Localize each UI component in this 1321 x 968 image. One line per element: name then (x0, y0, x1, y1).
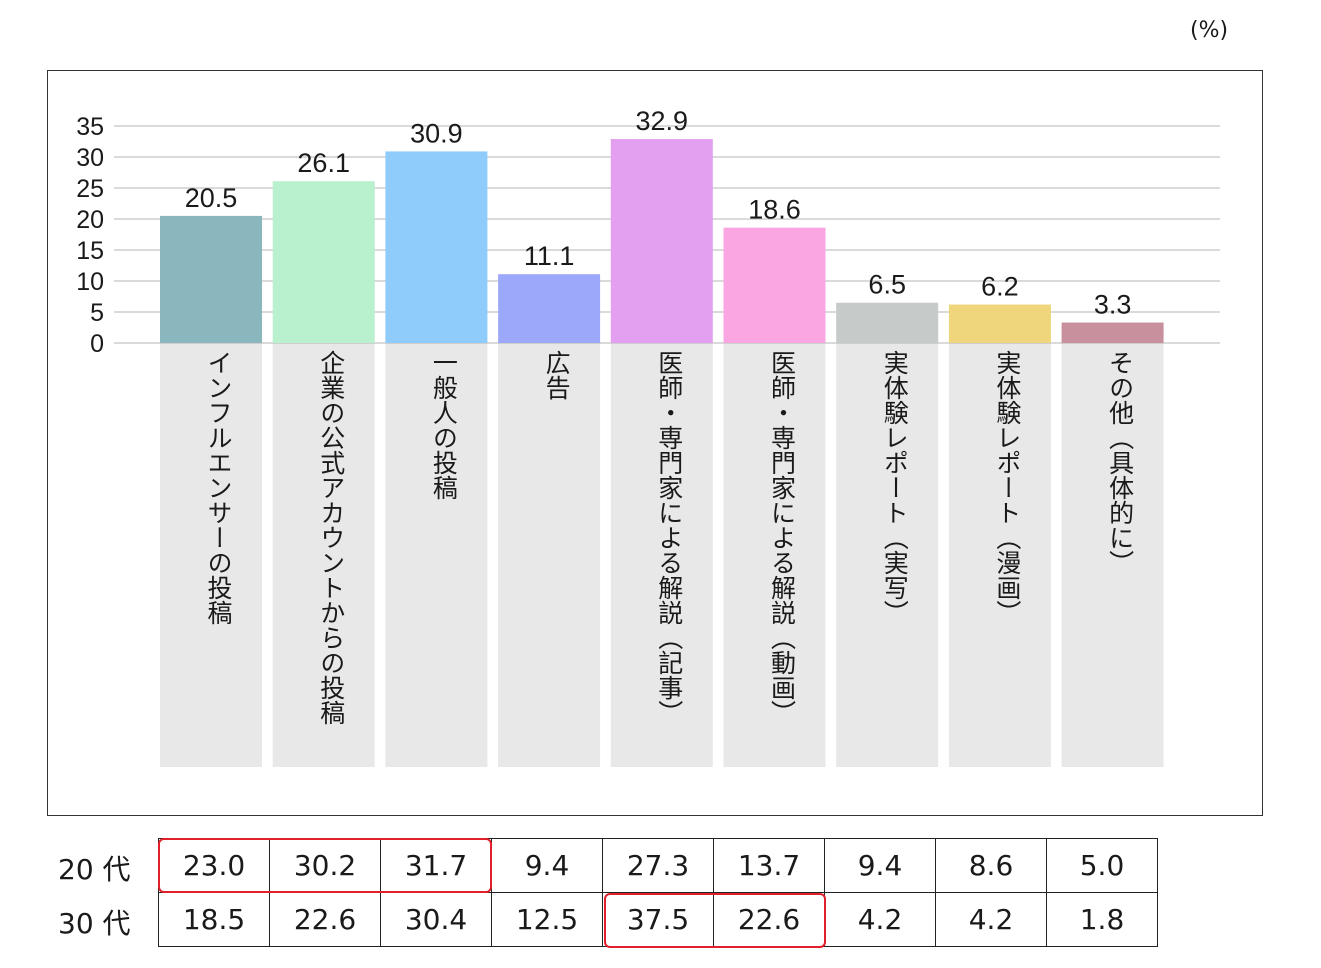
category-label-background (723, 343, 826, 767)
y-tick-label: 0 (90, 330, 104, 358)
table-cell: 22.6 (713, 892, 825, 947)
bar-chart: 0 5 10 15 20 25 30 35 20.5 26.1 30.9 11.1 32.9 18.6 6.… (76, 106, 1220, 767)
category-label: 広告 (542, 350, 572, 400)
bar (723, 227, 826, 343)
table-cell: 30.4 (380, 892, 492, 947)
category-label: その他（具体的に） (1105, 350, 1135, 575)
y-tick-label: 15 (76, 237, 104, 265)
table-cell: 1.8 (1046, 892, 1158, 947)
chart-frame (47, 70, 1263, 816)
bar (272, 181, 375, 343)
y-tick-label: 20 (76, 206, 104, 234)
category-label: インフルエンサーの投稿 (204, 350, 233, 625)
bar (160, 215, 262, 343)
bar-value-label: 18.6 (748, 195, 801, 225)
y-tick-label: 30 (76, 144, 104, 172)
bar-value-label: 11.1 (524, 241, 575, 271)
category-label-background (948, 343, 1051, 767)
bar (836, 302, 939, 343)
bar-value-label: 20.5 (185, 183, 238, 213)
category-label-background (1061, 343, 1164, 767)
highlight-box-20s (158, 838, 492, 893)
table-cell: 4.2 (935, 892, 1047, 947)
table-cell: 13.7 (713, 838, 825, 893)
y-tick-label: 5 (90, 299, 104, 327)
category-label: 実体験レポート（漫画） (992, 350, 1022, 625)
category-label-background (272, 343, 375, 767)
bar-value-label: 32.9 (636, 106, 689, 136)
table-cell: 37.5 (602, 892, 714, 947)
category-label: 実体験レポート（実写） (880, 350, 910, 625)
category-label: 一般人の投稿 (429, 350, 459, 500)
bar-value-label: 30.9 (410, 118, 463, 148)
category-label: 医師・専門家による解説（記事） (654, 350, 684, 725)
table-cell: 12.5 (491, 892, 603, 947)
table-cell: 27.3 (602, 838, 714, 893)
table-row: 18.5 22.6 30.4 12.5 37.5 22.6 4.2 4.2 1.8 (158, 892, 1158, 947)
category-label-background (836, 343, 939, 767)
y-tick-label: 10 (76, 268, 104, 296)
category-label-background (385, 343, 488, 767)
table-cell: 31.7 (380, 838, 492, 893)
bar-value-label: 6.5 (868, 270, 906, 300)
highlight-box-30s (604, 893, 826, 948)
category-label-background (610, 343, 713, 767)
row-label-20s: 20 代 (58, 853, 131, 886)
category-label: 医師・専門家による解説（動画） (767, 350, 797, 725)
bar-value-label: 3.3 (1094, 290, 1132, 320)
table-cell: 4.2 (824, 892, 936, 947)
row-label-30s: 30 代 (58, 907, 131, 940)
bar (948, 304, 1051, 343)
table-cell: 9.4 (824, 838, 936, 893)
bar-value-label: 26.1 (297, 148, 350, 178)
unit-label: (%) (1190, 18, 1229, 43)
table-cell: 5.0 (1046, 838, 1158, 893)
table-cell: 8.6 (935, 838, 1047, 893)
category-label-background (498, 343, 601, 767)
y-tick-label: 35 (76, 113, 104, 141)
bar (610, 139, 713, 343)
y-tick-label: 25 (76, 175, 104, 203)
bar (1061, 322, 1164, 343)
bar (498, 274, 601, 343)
bar (385, 151, 488, 343)
bar-value-label: 6.2 (981, 272, 1019, 302)
category-label: 企業の公式アカウントからの投稿 (316, 350, 346, 725)
table-cell: 22.6 (269, 892, 381, 947)
table-cell: 9.4 (491, 838, 603, 893)
table-cell: 18.5 (158, 892, 270, 947)
category-label-background (160, 343, 262, 767)
